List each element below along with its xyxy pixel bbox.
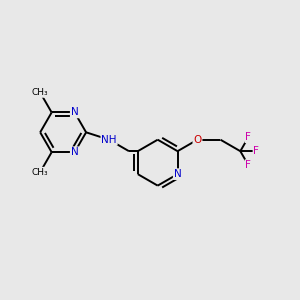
- Text: F: F: [245, 132, 251, 142]
- Text: F: F: [245, 160, 251, 170]
- Text: N: N: [71, 107, 79, 117]
- Text: NH: NH: [101, 135, 117, 145]
- Text: F: F: [254, 146, 259, 156]
- Text: O: O: [193, 135, 202, 145]
- Text: CH₃: CH₃: [32, 88, 49, 97]
- Text: CH₃: CH₃: [32, 168, 49, 177]
- Text: N: N: [71, 147, 79, 157]
- Text: N: N: [174, 169, 182, 179]
